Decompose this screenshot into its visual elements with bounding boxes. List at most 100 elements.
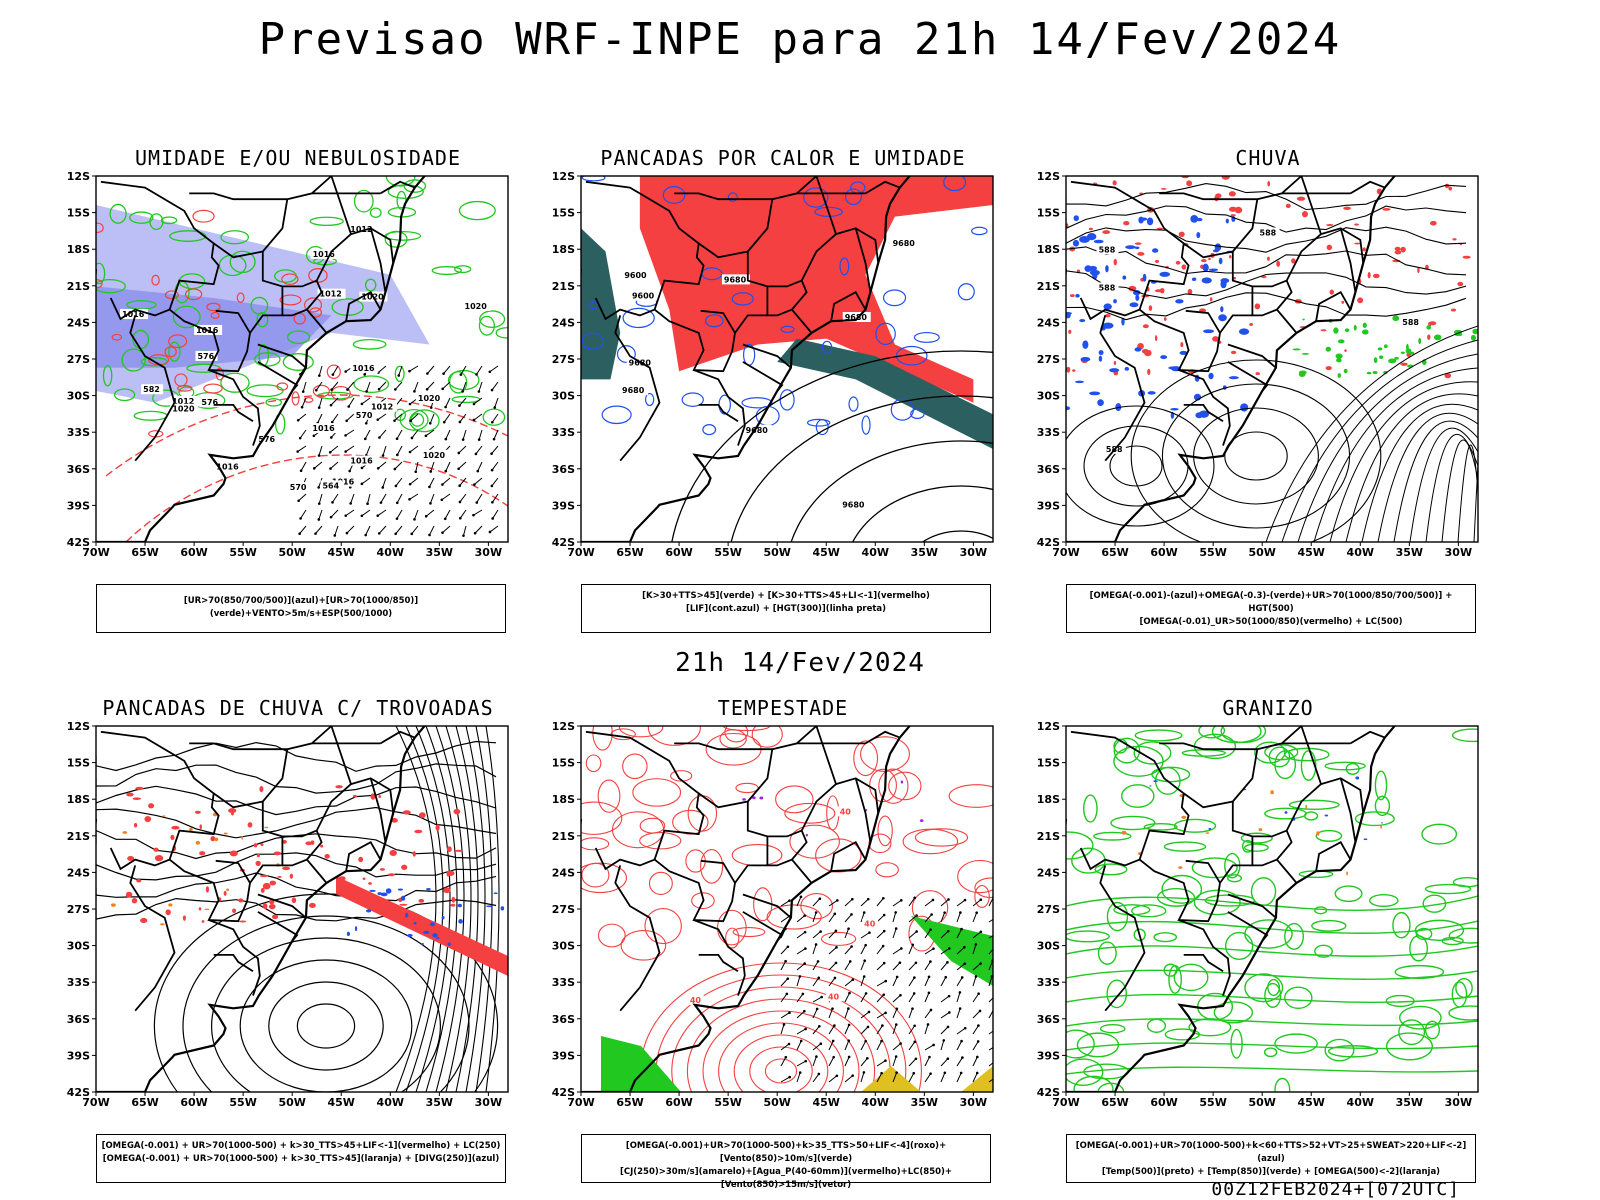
wind-vector-head xyxy=(913,896,916,900)
wind-vector xyxy=(988,1047,993,1051)
wind-vector xyxy=(478,381,483,392)
wind-vector xyxy=(348,397,355,407)
wind-vector xyxy=(330,461,339,469)
wind-vector xyxy=(940,930,949,939)
streamline xyxy=(485,726,500,1092)
wind-vector-head xyxy=(428,533,431,537)
panel-umidade: UMIDADE E/OU NEBULOSIDADE 1012 1012 1012 10… xyxy=(48,146,548,633)
wind-vector-head xyxy=(360,514,364,518)
border-line xyxy=(129,315,176,462)
map-umidade: 1012101210121012101610161016101610201020… xyxy=(67,170,509,559)
contour-label-bg xyxy=(195,350,218,361)
wind-vector-head xyxy=(943,1071,947,1075)
wind-vector xyxy=(972,1056,978,1067)
red-storm-cell xyxy=(232,908,237,914)
lon-tick-label: 35W xyxy=(911,546,938,559)
wind-vector-head xyxy=(488,530,492,534)
lat-tick-label: 21S xyxy=(552,830,575,843)
streamline-vortex xyxy=(153,893,499,1092)
wind-vector-head xyxy=(926,1023,930,1026)
wind-vector-head xyxy=(862,1071,866,1074)
wind-vector xyxy=(478,429,483,440)
red-rain-cell xyxy=(1066,366,1071,373)
streamline xyxy=(1066,226,1467,253)
wind-vector xyxy=(396,509,403,519)
lat-tick-label: 18S xyxy=(552,243,575,256)
red-rain-cell xyxy=(1221,176,1230,180)
orange-storm-cell xyxy=(223,832,228,835)
contour-label-bg xyxy=(120,309,149,320)
wind-vector xyxy=(462,429,467,440)
red-storm-cell xyxy=(170,834,175,841)
red-storm-cell xyxy=(165,909,171,916)
wind-vector-head xyxy=(895,1007,899,1011)
red-storm-cell xyxy=(446,846,452,853)
wind-vector-head xyxy=(996,1075,999,1078)
legend-umidade: [UR>70(850/700/500)](azul)+[UR>70(1000/8… xyxy=(96,584,506,633)
wind-vector xyxy=(318,509,323,520)
wind-vector xyxy=(972,1025,979,1035)
blue-rain-cell xyxy=(1240,403,1249,412)
blue-rain-cell xyxy=(1202,263,1209,272)
blue-rain-cell xyxy=(1129,302,1139,308)
green-rain-cell xyxy=(1301,353,1310,355)
wind-vector xyxy=(396,445,403,456)
wind-vector-head xyxy=(895,975,899,979)
wind-vector-head xyxy=(458,500,462,504)
wind-vector xyxy=(459,413,467,423)
wind-vector-head xyxy=(995,994,998,997)
red-storm-cell xyxy=(414,829,423,834)
wind-vector xyxy=(796,1040,802,1051)
green-rain-cell xyxy=(1366,371,1372,375)
wind-vector-head xyxy=(848,991,851,995)
wind-vector-head xyxy=(474,452,478,456)
border-line xyxy=(742,343,792,369)
wind-vector-head xyxy=(299,469,303,473)
blue-rain-cell xyxy=(1147,391,1156,395)
orange-cell xyxy=(1258,828,1263,832)
contour-label: 1016 xyxy=(313,250,336,259)
lon-tick-label: 65W xyxy=(1101,1096,1128,1109)
blue-rain-cell xyxy=(1113,299,1117,304)
wind-vector-head xyxy=(804,1027,807,1031)
red-storm-cell xyxy=(262,903,268,910)
wind-vector-head xyxy=(960,927,963,931)
contour-label-bg xyxy=(743,424,772,435)
wind-vector-head xyxy=(328,450,332,454)
streamline xyxy=(415,726,451,1092)
wind-vector-head xyxy=(425,387,429,391)
wind-vector xyxy=(908,1008,913,1019)
panel-title-granizo: GRANIZO xyxy=(1222,696,1314,720)
wind-vector-head xyxy=(786,945,790,949)
wind-vector xyxy=(812,1025,820,1035)
purple-cell xyxy=(805,833,809,837)
height-contour xyxy=(1377,412,1478,542)
lat-tick-label: 24S xyxy=(552,316,575,329)
border-line xyxy=(213,954,254,972)
wind-vector xyxy=(491,477,499,487)
wind-vector-head xyxy=(472,418,476,422)
blue-contour xyxy=(616,345,636,363)
wind-vector xyxy=(908,1072,915,1083)
wind-vector xyxy=(365,445,371,456)
green-contour xyxy=(377,265,389,271)
blue-contour xyxy=(780,325,795,333)
wind-vector xyxy=(876,1040,882,1051)
geography xyxy=(96,176,427,542)
contour-label-bg xyxy=(287,482,310,493)
wind-vector-head xyxy=(963,945,966,949)
wind-vector xyxy=(361,477,371,485)
wind-vector-head xyxy=(788,899,791,902)
border-line xyxy=(674,742,773,751)
lat-tick-label: 39S xyxy=(67,499,90,512)
wind-vector xyxy=(860,1057,868,1067)
wind-vector xyxy=(972,1010,981,1019)
red-rain-cell xyxy=(1068,329,1072,334)
red-rain-cell xyxy=(1276,260,1281,267)
wind-vector xyxy=(908,897,916,907)
wind-vector xyxy=(329,445,339,453)
wind-vector-head xyxy=(408,369,411,373)
wind-vector xyxy=(442,477,451,485)
lon-tick-label: 55W xyxy=(229,1096,256,1109)
